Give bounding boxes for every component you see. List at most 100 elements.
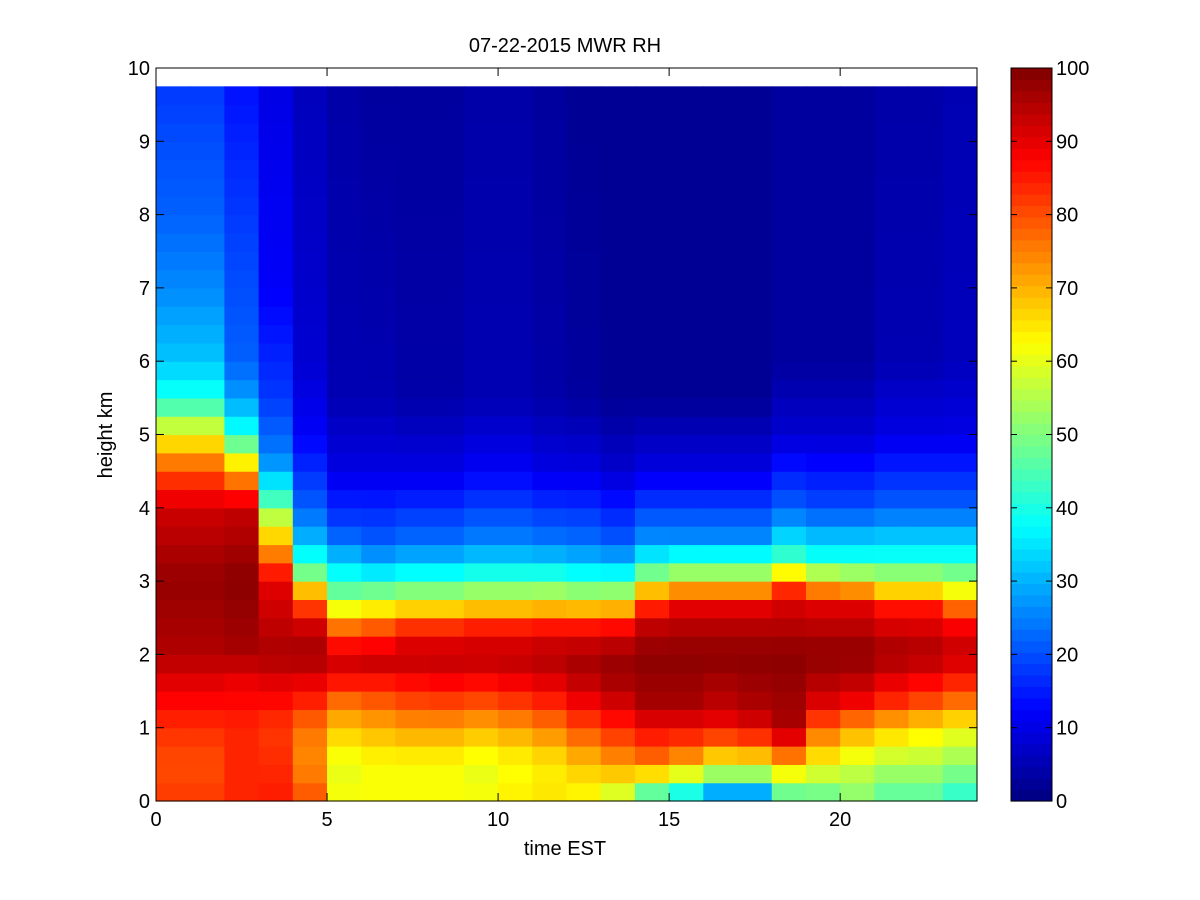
- heatmap-cell: [498, 764, 533, 784]
- heatmap-cell: [395, 434, 431, 454]
- colorbar-segment: [1011, 743, 1052, 756]
- heatmap-cell: [840, 287, 875, 307]
- heatmap-cell: [908, 306, 944, 326]
- heatmap-cell: [190, 159, 226, 179]
- heatmap-cell: [840, 324, 875, 344]
- heatmap-cell: [395, 306, 431, 326]
- heatmap-cell: [600, 654, 636, 674]
- heatmap-cell: [224, 177, 260, 197]
- heatmap-cell: [532, 672, 568, 692]
- heatmap-cell: [669, 782, 704, 802]
- heatmap-cell: [942, 507, 978, 527]
- heatmap-cell: [361, 232, 397, 252]
- heatmap-cell: [566, 507, 602, 527]
- heatmap-cell: [566, 746, 602, 765]
- heatmap-cell: [600, 727, 636, 747]
- heatmap-cell: [190, 782, 226, 802]
- heatmap-cell: [805, 599, 841, 619]
- heatmap-cell: [737, 306, 773, 326]
- heatmap-cell: [805, 507, 841, 527]
- heatmap-cell: [327, 159, 362, 179]
- heatmap-cell: [463, 654, 499, 674]
- heatmap-cell: [156, 416, 191, 436]
- heatmap-cell: [156, 489, 191, 509]
- heatmap-cell: [771, 416, 807, 436]
- heatmap-cell: [395, 654, 431, 674]
- colorbar-segment: [1011, 239, 1052, 252]
- heatmap-cell: [874, 599, 910, 619]
- heatmap-cell: [429, 544, 465, 564]
- heatmap-cell: [874, 361, 910, 381]
- heatmap-cell: [463, 452, 499, 472]
- heatmap-cell: [190, 562, 226, 582]
- heatmap-cell: [327, 709, 362, 729]
- heatmap-cell: [840, 86, 875, 106]
- heatmap-cell: [942, 397, 978, 417]
- x-tick-label: 15: [658, 809, 680, 831]
- heatmap-cell: [942, 617, 978, 637]
- heatmap-cell: [327, 397, 362, 417]
- heatmap-cell: [669, 159, 704, 179]
- heatmap-cell: [327, 416, 362, 436]
- heatmap-cell: [634, 177, 670, 197]
- heatmap-cell: [737, 544, 773, 564]
- colorbar-tick-label: 30: [1056, 571, 1078, 593]
- heatmap-cell: [361, 269, 397, 289]
- heatmap-cell: [361, 452, 397, 472]
- heatmap-cell: [532, 324, 568, 344]
- heatmap-cell: [566, 727, 602, 747]
- heatmap-cell: [669, 122, 704, 142]
- heatmap-cell: [532, 104, 568, 124]
- heatmap-cell: [395, 342, 431, 362]
- colorbar-tick-label: 70: [1056, 278, 1078, 300]
- heatmap-cell: [498, 287, 533, 307]
- heatmap-cell: [805, 764, 841, 784]
- colorbar-segment: [1011, 778, 1052, 791]
- heatmap-cell: [190, 526, 226, 546]
- heatmap-cell: [327, 654, 362, 674]
- heatmap-cell: [600, 617, 636, 637]
- heatmap-cell: [942, 122, 978, 142]
- heatmap-cell: [840, 489, 875, 509]
- heatmap-cell: [669, 86, 704, 106]
- heatmap-cell: [532, 342, 568, 362]
- heatmap-cell: [532, 617, 568, 637]
- heatmap-cell: [258, 287, 294, 307]
- heatmap-cell: [669, 141, 704, 161]
- y-tick-label: 7: [139, 278, 150, 300]
- colorbar-segment: [1011, 560, 1052, 573]
- colorbar-tick-label: 10: [1056, 718, 1078, 740]
- heatmap-cell: [532, 251, 568, 271]
- colorbar-tick-label: 90: [1056, 131, 1078, 153]
- heatmap-cell: [156, 581, 191, 601]
- heatmap-cell: [224, 324, 260, 344]
- heatmap-cell: [190, 141, 226, 161]
- heatmap-cell: [224, 727, 260, 747]
- heatmap-cell: [156, 196, 191, 216]
- heatmap-cell: [429, 306, 465, 326]
- colorbar-segment: [1011, 480, 1052, 493]
- heatmap-cell: [703, 471, 739, 491]
- heatmap-cell: [771, 379, 807, 399]
- heatmap-cell: [703, 654, 739, 674]
- colorbar-segment: [1011, 297, 1052, 310]
- heatmap-cell: [395, 507, 431, 527]
- heatmap-cell: [532, 141, 568, 161]
- heatmap-cell: [463, 709, 499, 729]
- colorbar-tick-label: 50: [1056, 425, 1078, 447]
- heatmap-cell: [292, 599, 328, 619]
- heatmap-cell: [874, 324, 910, 344]
- heatmap-cell: [566, 104, 602, 124]
- heatmap-cell: [224, 691, 260, 710]
- heatmap-cell: [190, 434, 226, 454]
- heatmap-cell: [942, 471, 978, 491]
- heatmap-cell: [258, 709, 294, 729]
- colorbar-segment: [1011, 342, 1052, 355]
- heatmap-cell: [840, 379, 875, 399]
- heatmap-cell: [840, 782, 875, 802]
- heatmap-cell: [498, 709, 533, 729]
- heatmap-cell: [634, 287, 670, 307]
- colorbar-segment: [1011, 491, 1052, 504]
- heatmap-cell: [190, 581, 226, 601]
- colorbar-segment: [1011, 388, 1052, 401]
